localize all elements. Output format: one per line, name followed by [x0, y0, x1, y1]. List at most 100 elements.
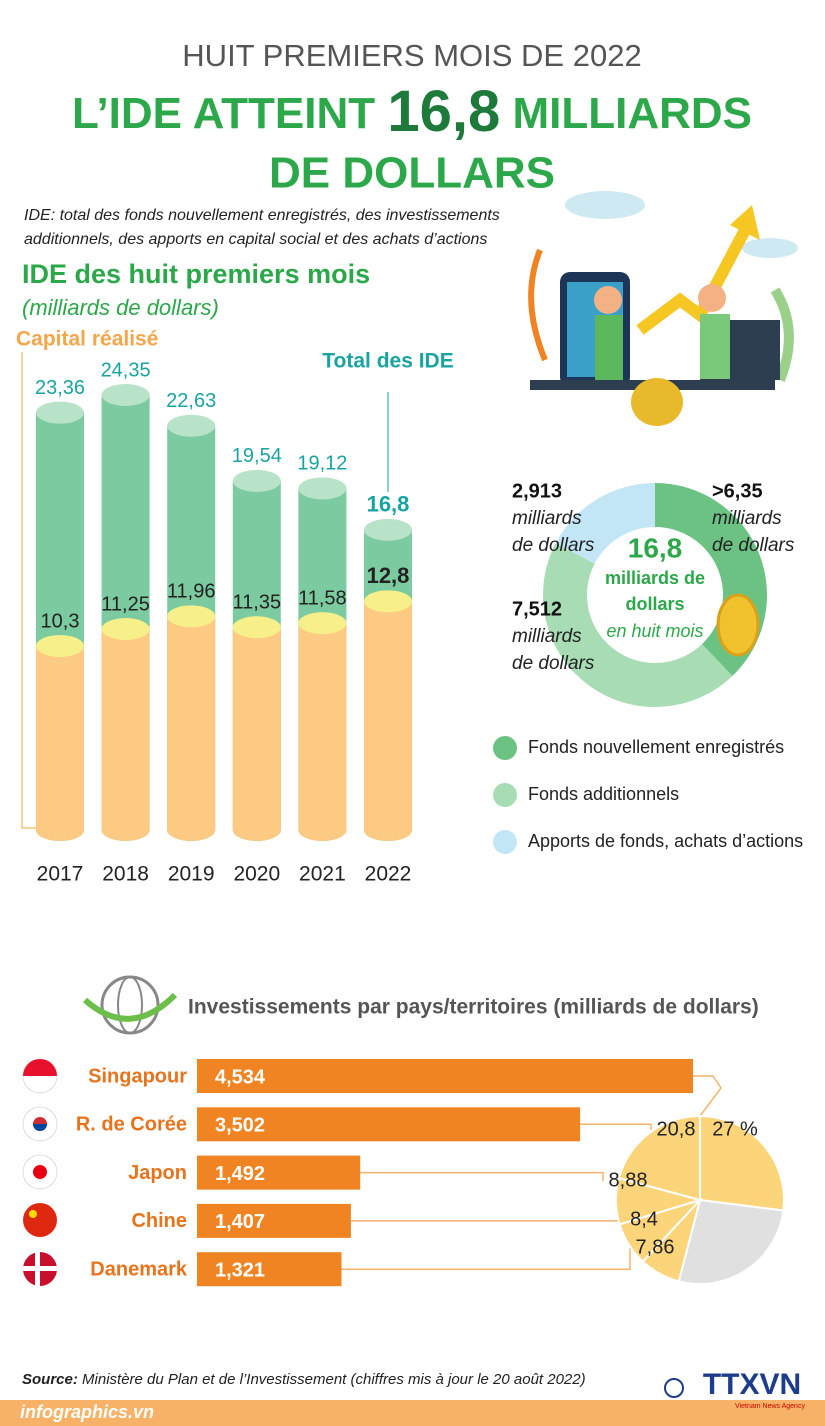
title-part: MILLIARDS — [512, 89, 752, 138]
cylinder-cap — [36, 634, 84, 657]
x-tick-label: 2018 — [102, 863, 149, 886]
cylinder-cap — [364, 590, 412, 613]
unit-label: milliards — [512, 626, 582, 647]
legend-swatch — [493, 736, 517, 760]
chart-title: Investissements par pays/territoires (mi… — [188, 996, 759, 1019]
footer-bar — [0, 1400, 825, 1426]
unit-label: milliards — [712, 508, 782, 529]
cylinder — [36, 645, 84, 841]
unit-label: de dollars — [512, 653, 595, 674]
value-label: 19,12 — [297, 453, 347, 475]
unit-label: milliards — [512, 508, 582, 529]
x-tick-label: 2021 — [299, 863, 346, 886]
globe-icon — [83, 975, 178, 1035]
unit-label: de dollars — [712, 535, 795, 556]
title: L’IDE ATTEINT 16,8 MILLIARDS — [72, 79, 752, 144]
value-label: 3,502 — [215, 1115, 265, 1137]
bar — [197, 1252, 342, 1287]
cylinder-cap — [232, 616, 281, 639]
legend-swatch — [493, 830, 517, 854]
note: IDE: total des fonds nouvellement enregi… — [24, 207, 500, 224]
x-tick-label: 2022 — [365, 863, 412, 886]
value-label: 22,63 — [166, 390, 216, 412]
value-label: 11,58 — [298, 587, 347, 609]
cylinder-cap — [298, 477, 347, 500]
bar — [197, 1155, 361, 1190]
connector — [341, 1248, 631, 1270]
site: infographics.vn — [20, 1402, 154, 1422]
value-label: 11,25 — [101, 593, 150, 615]
flags — [22, 1058, 58, 1286]
source-text: Ministère du Plan et de l’Investissement… — [82, 1371, 586, 1388]
pie-slice — [617, 1114, 701, 1202]
category-label: Danemark — [90, 1258, 188, 1280]
cylinder-cap — [298, 612, 347, 635]
series-label: Capital réalisé — [16, 328, 158, 351]
center-value: 16,8 — [628, 532, 683, 563]
category-label: Singapour — [88, 1065, 187, 1087]
cylinder — [364, 601, 412, 841]
value-label: 23,36 — [35, 377, 85, 399]
value-label: 10,3 — [41, 610, 80, 632]
pie-rest — [677, 1198, 785, 1285]
logo: TTXVN — [703, 1368, 801, 1401]
cylinder — [101, 629, 150, 842]
value-label: 1,321 — [215, 1259, 265, 1281]
value-label: 12,8 — [367, 563, 410, 588]
chart-title: IDE des huit premiers mois — [22, 259, 370, 289]
value-label: 24,35 — [101, 359, 151, 381]
connector — [580, 1123, 652, 1130]
category-label: Japon — [128, 1162, 187, 1184]
title-part: L’IDE ATTEINT — [72, 89, 375, 138]
chart-subtitle: (milliards de dollars) — [22, 295, 219, 320]
cylinder-cap — [364, 518, 412, 541]
cylinder-cap — [101, 618, 150, 641]
value-label: 1,492 — [215, 1163, 265, 1185]
center-note: en huit mois — [606, 621, 703, 641]
coin-icon — [716, 593, 760, 657]
cylinder-cap — [167, 605, 216, 628]
share-label: 8,88 — [609, 1169, 648, 1191]
connector — [360, 1171, 604, 1181]
x-tick-label: 2020 — [233, 863, 280, 886]
center-unit: dollars — [625, 594, 684, 614]
value-label: 11,35 — [233, 592, 282, 614]
title: DE DOLLARS — [269, 149, 555, 198]
logo-sub: Vietnam News Agency — [735, 1403, 805, 1410]
source: Source: Ministère du Plan et de l’Invest… — [22, 1371, 586, 1388]
x-tick-label: 2019 — [168, 863, 215, 886]
cylinder-cap — [101, 384, 150, 406]
value-label: 7,512 — [512, 598, 562, 620]
value-label: >6,35 — [712, 480, 763, 502]
legend-label: Fonds nouvellement enregistrés — [528, 737, 784, 757]
cylinder — [232, 627, 281, 841]
donut-slice — [542, 543, 733, 708]
donut-slice — [555, 483, 655, 564]
title-number: 16,8 — [387, 79, 500, 144]
category-label: Chine — [131, 1210, 187, 1232]
share-label: 20,8 — [657, 1118, 696, 1140]
series-label: Total des IDE — [322, 350, 453, 373]
illustration — [528, 191, 798, 426]
unit-label: de dollars — [512, 535, 595, 556]
legend-label: Apports de fonds, achats d’actions — [528, 831, 803, 851]
bar — [197, 1059, 693, 1093]
cylinder-cap — [36, 401, 84, 424]
cylinder-cap — [232, 469, 281, 492]
cylinder-cap — [167, 414, 216, 437]
kicker: HUIT PREMIERS MOIS DE 2022 — [182, 38, 641, 73]
value-label: 2,913 — [512, 480, 562, 502]
pie-slice — [699, 1114, 785, 1212]
copyright-icon — [664, 1378, 684, 1398]
x-tick-label: 2017 — [37, 863, 84, 886]
connector — [693, 1075, 722, 1117]
series-bracket — [21, 352, 40, 829]
value-label: 16,8 — [367, 492, 410, 517]
value-label: 4,534 — [215, 1066, 266, 1088]
category-label: R. de Corée — [76, 1114, 187, 1136]
share-label: 27 % — [712, 1118, 758, 1140]
legend-swatch — [493, 783, 517, 807]
bar — [197, 1107, 581, 1142]
